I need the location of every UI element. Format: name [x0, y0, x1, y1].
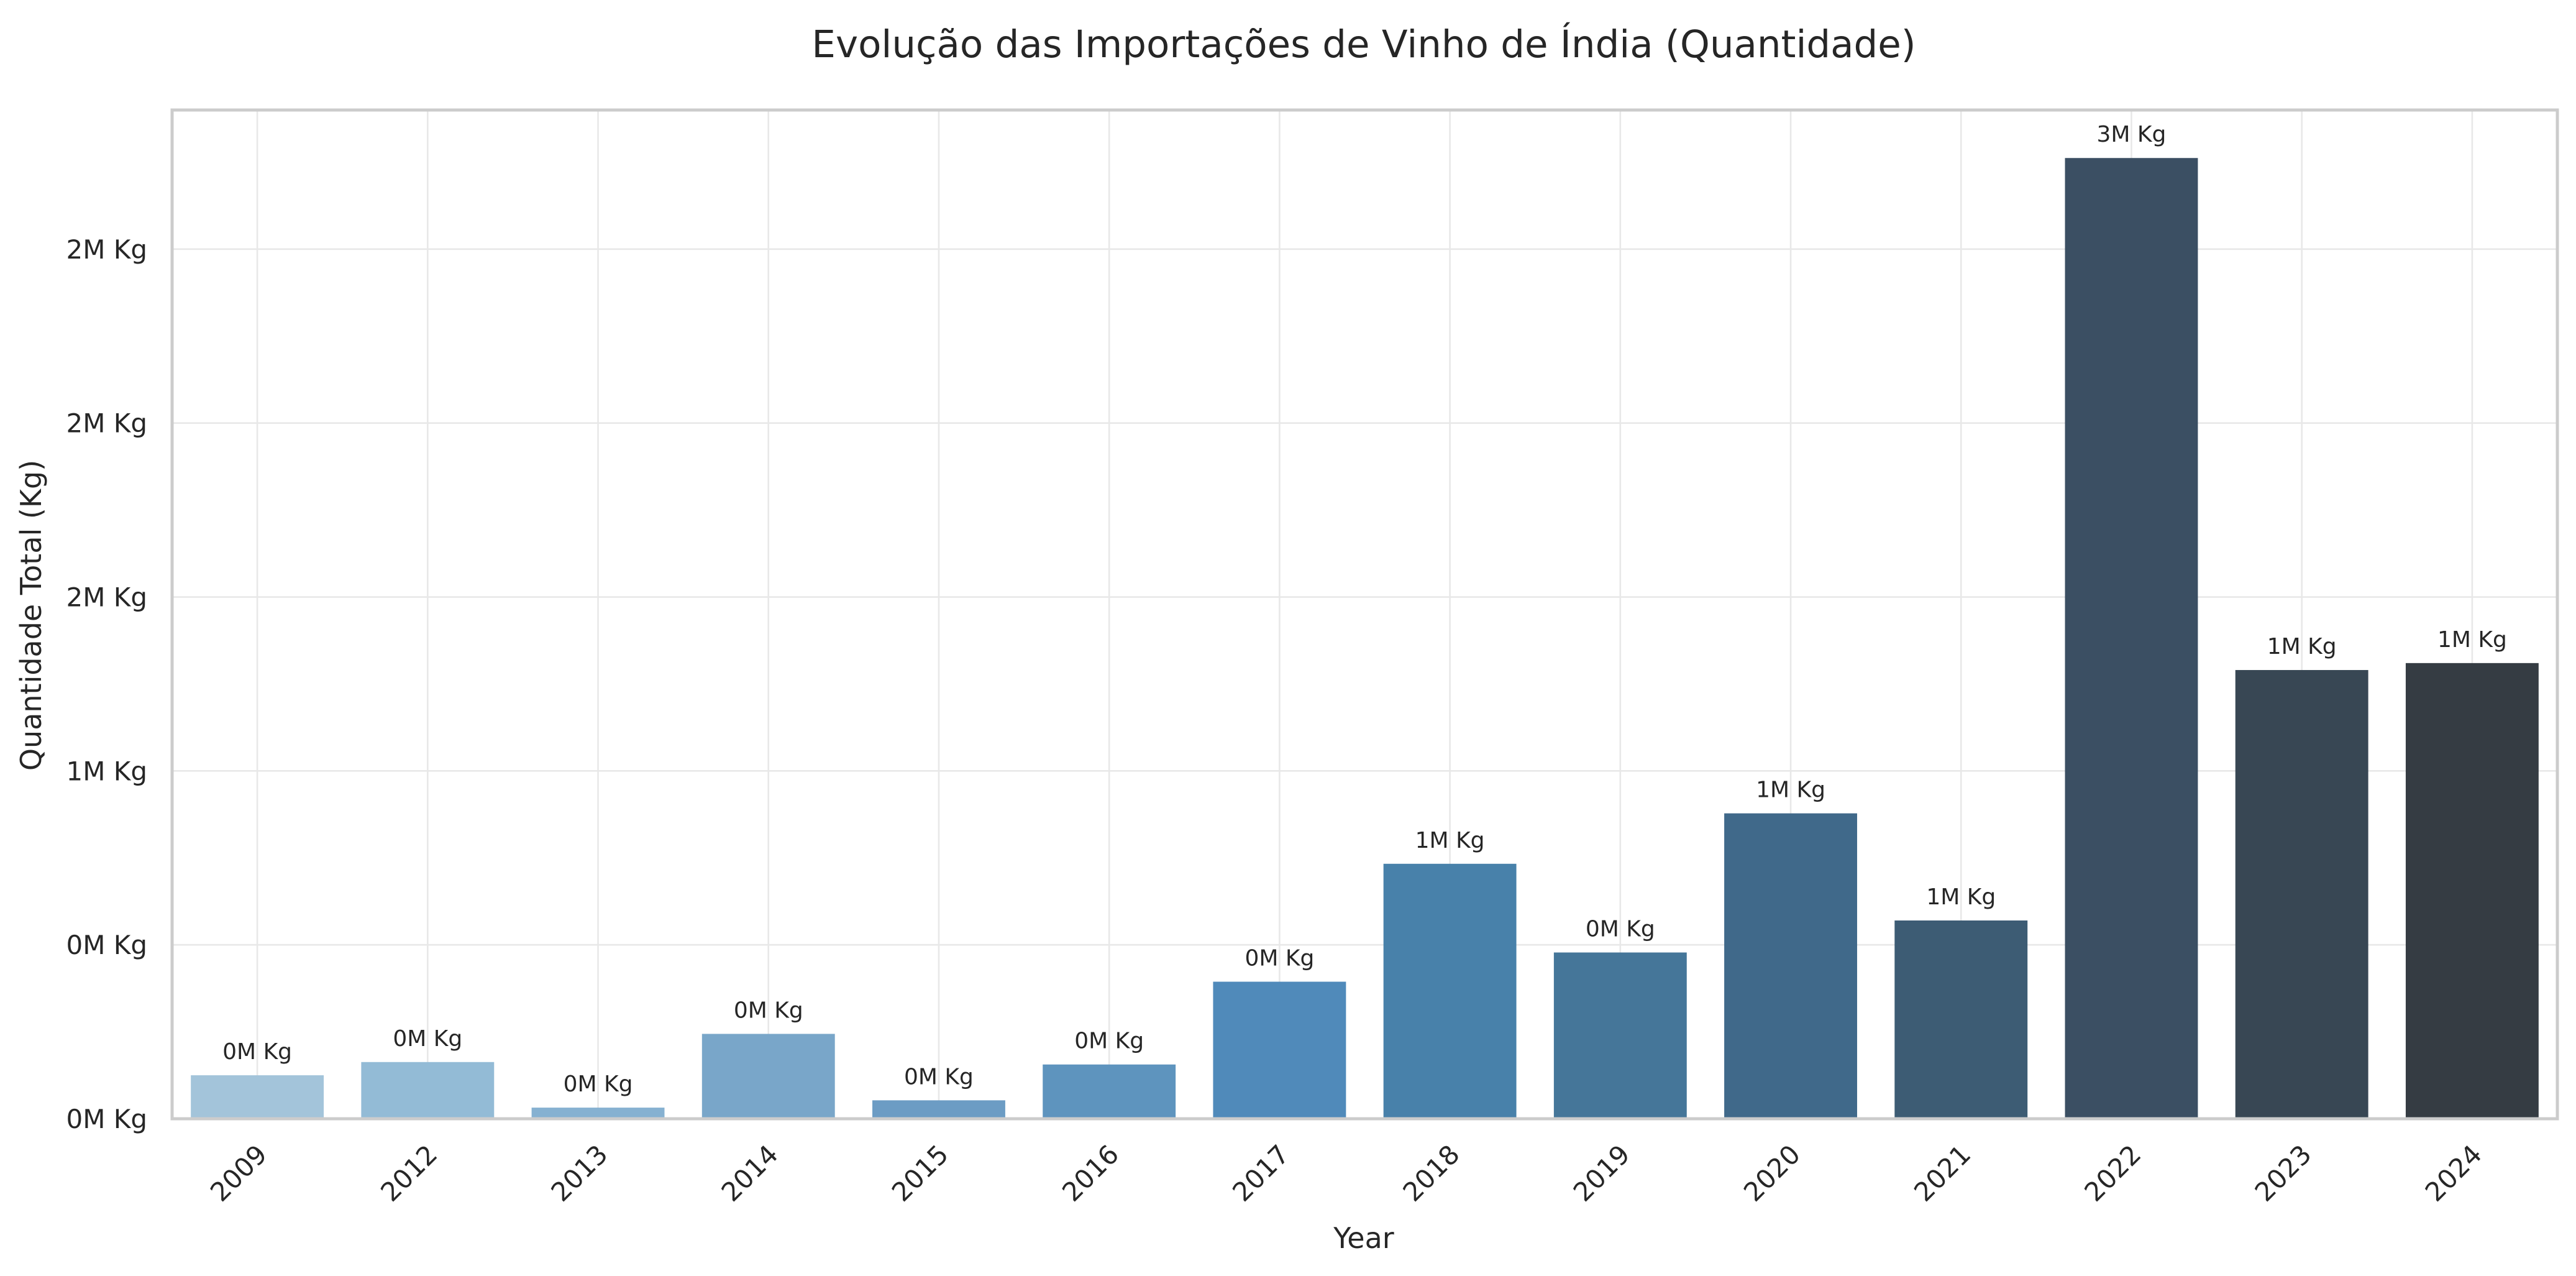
bar-value-label: 1M Kg [1415, 828, 1485, 853]
x-tick-label: 2022 [2078, 1139, 2147, 1207]
x-axis-ticks: 2009 2012 2013 2014 2015 2016 2017 2018 2019 2020… [204, 1139, 2488, 1207]
x-tick-label: 2016 [1056, 1139, 1125, 1207]
chart-title: Evolução das Importações de Vinho de Índ… [811, 22, 1916, 67]
x-tick-label: 2019 [1568, 1139, 1636, 1207]
bar-value-label: 1M Kg [2437, 627, 2507, 653]
bar-2014 [701, 1034, 835, 1119]
bar-value-label: 0M Kg [904, 1064, 974, 1090]
plot-frame [170, 108, 2559, 1121]
x-tick-label: 2021 [1908, 1139, 1976, 1207]
bar-2023 [2235, 670, 2368, 1119]
bar-value-label: 0M Kg [1245, 945, 1314, 971]
bar-value-label: 0M Kg [222, 1039, 292, 1065]
y-tick-label: 1M Kg [66, 756, 147, 786]
x-tick-label: 2017 [1226, 1139, 1295, 1207]
x-tick-label: 2015 [886, 1139, 954, 1207]
bar-2012 [361, 1062, 495, 1119]
bars [191, 158, 2539, 1119]
bar-value-label: 1M Kg [1756, 778, 1825, 803]
bar-value-label: 0M Kg [564, 1072, 633, 1097]
bar-value-label: 1M Kg [2267, 634, 2337, 659]
y-tick-label: 2M Kg [66, 234, 147, 265]
x-tick-label: 2020 [1738, 1139, 1806, 1207]
x-tick-label: 2014 [716, 1139, 784, 1207]
grid [172, 110, 2557, 1120]
bar-2016 [1043, 1064, 1176, 1119]
bar-2017 [1213, 981, 1346, 1119]
y-tick-label: 0M Kg [66, 1104, 147, 1134]
bar-2015 [872, 1100, 1005, 1119]
bar-2009 [191, 1075, 324, 1119]
bar-2022 [2065, 158, 2198, 1119]
x-tick-label: 2013 [545, 1139, 613, 1207]
x-tick-label: 2009 [204, 1139, 273, 1207]
x-tick-label: 2018 [1397, 1139, 1465, 1207]
y-axis-label: Quantidade Total (Kg) [14, 460, 48, 771]
x-tick-label: 2012 [375, 1139, 443, 1207]
bar-2024 [2405, 663, 2539, 1119]
y-tick-label: 0M Kg [66, 930, 147, 960]
bar-2013 [531, 1108, 665, 1119]
y-tick-label: 2M Kg [66, 582, 147, 613]
bar-2021 [1894, 920, 2028, 1119]
x-tick-label: 2024 [2419, 1139, 2488, 1207]
bar-2020 [1724, 813, 1857, 1119]
bar-value-label: 0M Kg [393, 1026, 462, 1052]
y-tick-label: 2M Kg [66, 408, 147, 439]
bar-value-label: 1M Kg [1926, 884, 1996, 910]
bar-value-label: 0M Kg [1586, 916, 1655, 942]
x-tick-label: 2023 [2249, 1139, 2318, 1207]
bar-2019 [1553, 952, 1687, 1119]
bar-value-label: 3M Kg [2097, 122, 2167, 147]
x-axis-label: Year [1333, 1221, 1394, 1255]
bar-value-label: 0M Kg [734, 998, 803, 1023]
bar-2018 [1383, 863, 1517, 1119]
y-axis-ticks: 0M Kg 0M Kg 1M Kg 2M Kg 2M Kg 2M Kg [66, 234, 147, 1134]
bar-value-label: 0M Kg [1074, 1029, 1144, 1054]
bar-labels: 0M Kg 0M Kg 0M Kg 0M Kg 0M Kg 0M Kg 0M Kg 1M Kg… [222, 122, 2507, 1097]
